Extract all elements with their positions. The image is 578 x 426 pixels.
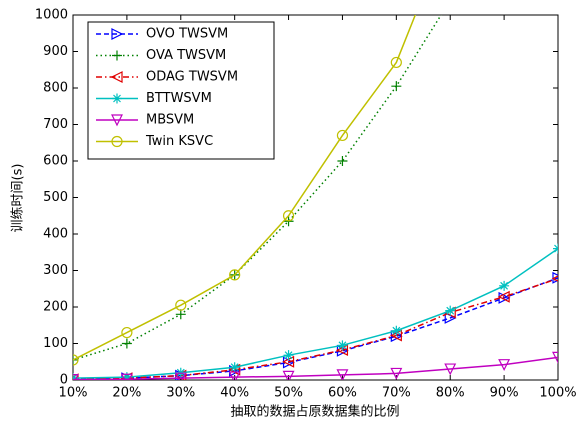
data-point xyxy=(121,372,132,380)
data-point xyxy=(391,325,402,336)
legend-marker xyxy=(111,135,123,148)
y-tick-label: 900 xyxy=(43,44,68,59)
y-tick-label: 100 xyxy=(43,336,68,351)
data-point xyxy=(73,374,79,380)
data-point xyxy=(445,305,456,316)
data-point xyxy=(552,271,558,284)
data-point xyxy=(337,156,348,166)
legend-marker xyxy=(112,50,122,61)
data-point xyxy=(175,309,186,320)
x-tick-label: 70% xyxy=(382,386,411,401)
plot-area xyxy=(73,0,558,380)
data-point xyxy=(444,363,457,376)
data-point xyxy=(121,327,133,339)
data-point xyxy=(336,369,349,380)
data-point xyxy=(552,351,558,364)
data-point xyxy=(282,210,295,222)
y-tick-label: 700 xyxy=(43,117,68,132)
legend-marker xyxy=(110,71,123,83)
data-point xyxy=(73,354,78,365)
x-tick-label: 60% xyxy=(328,386,357,401)
legend-label: Twin KSVC xyxy=(145,134,213,149)
legend-label: MBSVM xyxy=(146,113,194,128)
x-tick-label: 100% xyxy=(539,386,576,401)
y-tick-label: 300 xyxy=(43,263,68,278)
series-line xyxy=(73,15,442,361)
data-point xyxy=(121,338,132,349)
data-point xyxy=(497,290,510,303)
data-point xyxy=(553,243,558,254)
x-tick-label: 40% xyxy=(220,386,249,401)
x-tick-label: 80% xyxy=(436,386,465,401)
legend-marker xyxy=(112,93,122,104)
data-point xyxy=(282,370,295,380)
data-point xyxy=(120,373,133,380)
legend-marker xyxy=(111,28,124,40)
y-tick-label: 500 xyxy=(43,190,68,205)
data-point xyxy=(336,129,349,141)
data-point xyxy=(445,0,455,5)
data-point xyxy=(174,372,187,380)
y-tick-label: 600 xyxy=(43,154,68,169)
legend-marker xyxy=(111,114,123,127)
y-tick-label: 800 xyxy=(43,81,68,96)
y-axis-label: 训练时间(s) xyxy=(11,164,26,233)
x-axis-label: 抽取的数据占原数据集的比例 xyxy=(230,404,399,420)
y-tick-label: 200 xyxy=(43,300,68,315)
series-line xyxy=(73,356,558,380)
data-point xyxy=(498,359,511,372)
legend-label: OVO TWSVM xyxy=(146,27,228,42)
data-point xyxy=(337,340,348,351)
series-line xyxy=(73,15,417,361)
x-tick-label: 10% xyxy=(59,386,88,401)
y-tick-label: 0 xyxy=(60,373,68,388)
data-point xyxy=(283,350,294,361)
series-line xyxy=(73,277,558,380)
data-point xyxy=(73,354,79,366)
series-line xyxy=(73,247,558,379)
x-tick-label: 30% xyxy=(166,386,195,401)
data-point xyxy=(390,367,403,380)
data-point xyxy=(390,56,402,68)
legend-label: OVA TWSVM xyxy=(146,48,226,63)
data-point xyxy=(229,269,241,281)
x-tick-label: 20% xyxy=(112,386,141,401)
data-point xyxy=(499,280,510,291)
x-tick-label: 50% xyxy=(274,386,303,401)
data-point xyxy=(229,362,240,373)
x-tick-label: 90% xyxy=(490,386,519,401)
legend-label: BTTWSVM xyxy=(146,91,212,106)
y-tick-label: 1000 xyxy=(35,8,68,23)
y-tick-label: 400 xyxy=(43,227,68,242)
legend-box xyxy=(87,21,275,160)
data-point xyxy=(228,371,241,380)
data-point xyxy=(175,299,187,311)
legend-label: ODAG TWSVM xyxy=(146,70,238,85)
data-point xyxy=(391,81,402,92)
